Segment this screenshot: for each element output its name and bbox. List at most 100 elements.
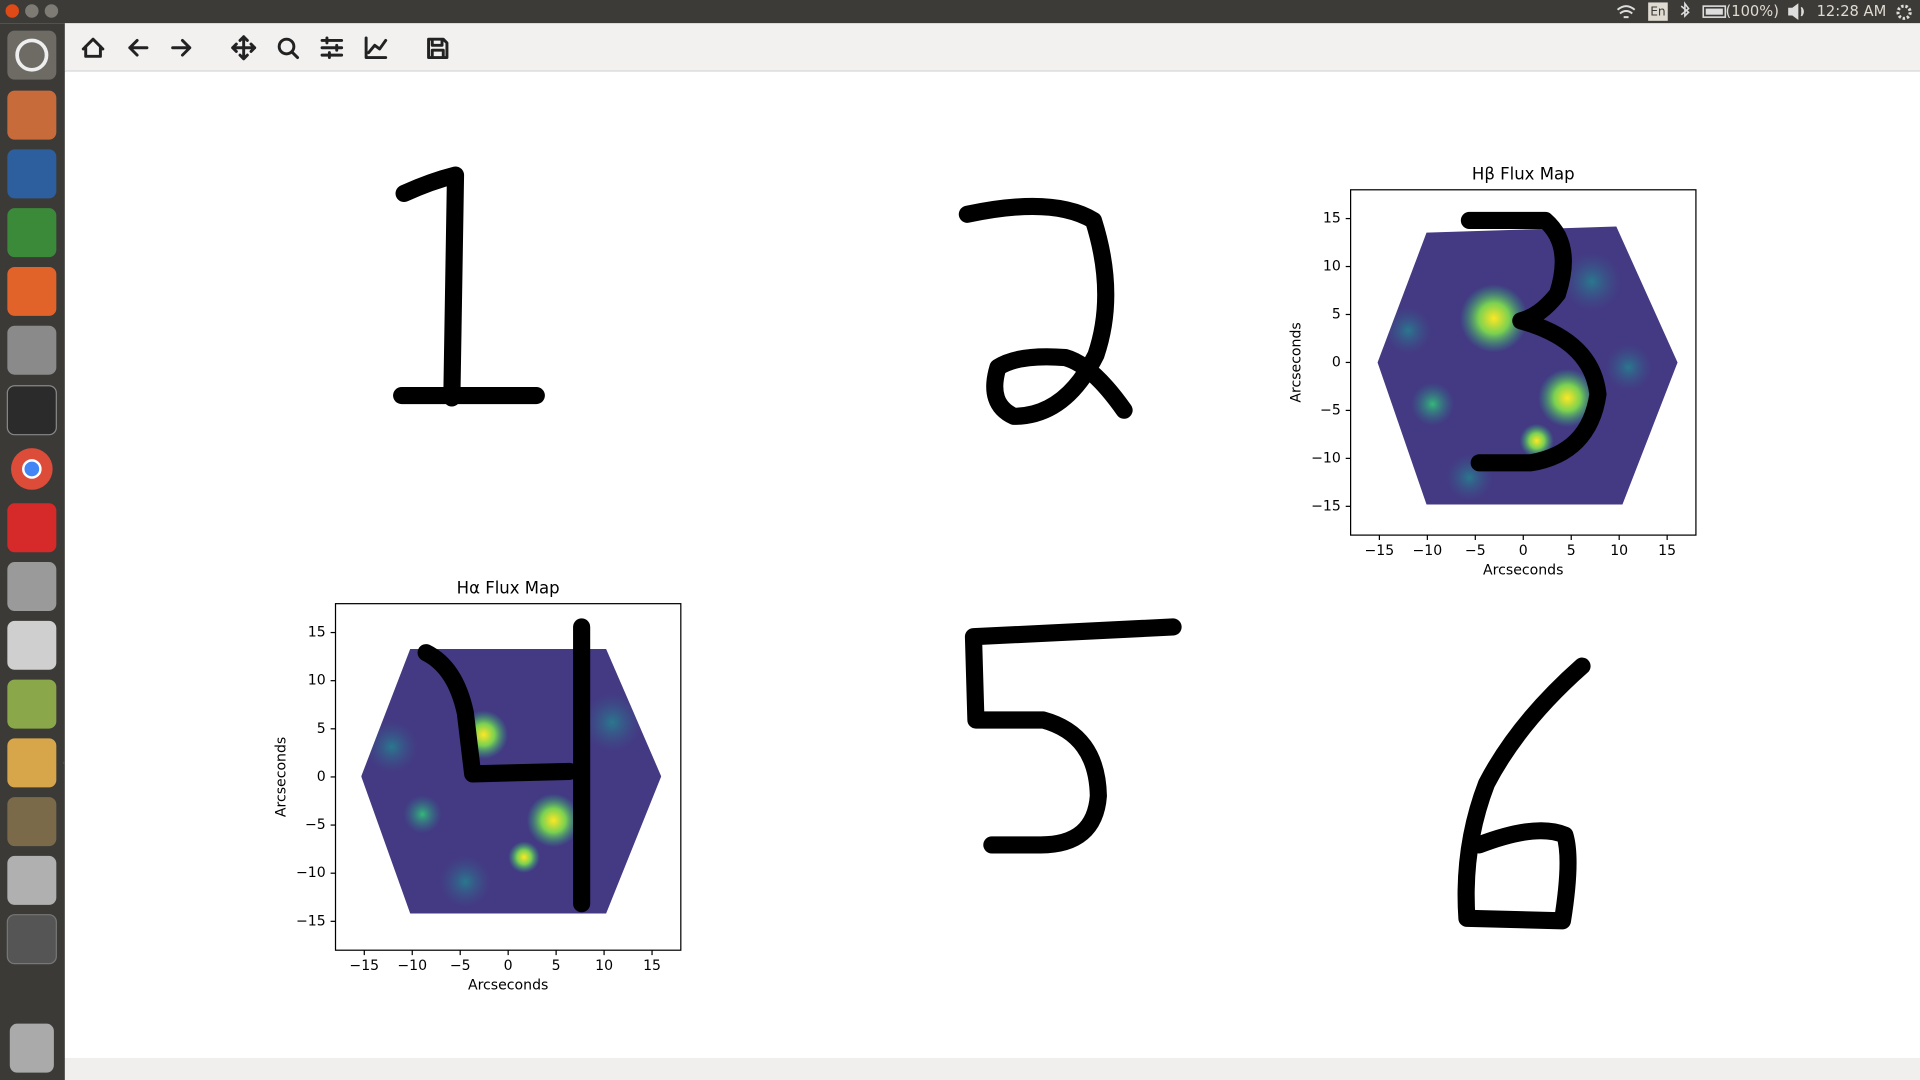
heatmap bbox=[361, 648, 662, 914]
home-button[interactable] bbox=[81, 37, 105, 58]
heatmap-blob bbox=[1604, 342, 1654, 392]
launcher-icon[interactable] bbox=[7, 679, 57, 729]
status-bar bbox=[64, 1057, 1920, 1080]
y-tick-label: −5 bbox=[305, 817, 326, 833]
clock[interactable]: 12:28 AM bbox=[1817, 3, 1887, 20]
launcher-icon[interactable] bbox=[7, 149, 57, 199]
y-axis-label: Arcseconds bbox=[274, 737, 290, 817]
y-tick-label: 5 bbox=[1332, 306, 1341, 322]
launcher-icon[interactable] bbox=[7, 620, 57, 670]
x-tick-label: 5 bbox=[552, 958, 561, 974]
handwritten-digit bbox=[393, 166, 545, 407]
launcher-icon[interactable] bbox=[6, 385, 57, 436]
launcher-icon[interactable] bbox=[7, 738, 57, 788]
y-tick-label: 0 bbox=[1332, 354, 1341, 370]
keyboard-indicator[interactable] bbox=[1648, 2, 1668, 21]
battery-level bbox=[1705, 8, 1723, 15]
x-axis-label: Arcseconds bbox=[468, 978, 548, 994]
x-tick-label: 15 bbox=[1658, 543, 1676, 559]
handwritten-digit bbox=[964, 618, 1182, 854]
close-button[interactable] bbox=[5, 4, 19, 18]
x-tick-label: −10 bbox=[397, 958, 427, 974]
heatmap-blob bbox=[1561, 251, 1623, 313]
x-tick-label: 5 bbox=[1567, 543, 1576, 559]
handwritten-digit bbox=[958, 197, 1133, 425]
launcher-icon[interactable] bbox=[7, 30, 57, 80]
launcher-icon[interactable] bbox=[7, 266, 57, 316]
handwritten-digit bbox=[1460, 211, 1607, 472]
y-tick-label: 10 bbox=[308, 673, 326, 689]
y-tick-label: −15 bbox=[1311, 498, 1341, 514]
heatmap-blob bbox=[1410, 382, 1455, 427]
x-axis-label: Arcseconds bbox=[1483, 563, 1563, 579]
heatmap-blob bbox=[1383, 306, 1433, 356]
zoom-lens bbox=[277, 37, 296, 56]
pan-button[interactable] bbox=[231, 35, 257, 61]
x-tick-label: −5 bbox=[450, 958, 471, 974]
zoom-button[interactable] bbox=[291, 51, 300, 60]
settings-icon[interactable] bbox=[1896, 4, 1912, 20]
figure-canvas bbox=[64, 72, 1920, 1058]
maximize-button[interactable] bbox=[44, 4, 59, 18]
launcher-icon[interactable] bbox=[7, 797, 57, 847]
launcher-icon[interactable] bbox=[7, 325, 57, 375]
heatmap-blob bbox=[402, 794, 443, 834]
back-button[interactable] bbox=[128, 38, 149, 57]
heatmap-blob bbox=[581, 691, 643, 754]
minimize-button[interactable] bbox=[25, 4, 39, 18]
trash-icon[interactable] bbox=[9, 1023, 54, 1073]
x-tick-label: 0 bbox=[504, 958, 513, 974]
heatmap-blob bbox=[508, 841, 540, 874]
y-tick-label: 5 bbox=[317, 721, 326, 737]
x-tick-label: 10 bbox=[1610, 543, 1628, 559]
battery-icon[interactable] bbox=[1702, 5, 1727, 18]
launcher-icon[interactable] bbox=[7, 208, 57, 258]
keyboard-text: En bbox=[1650, 5, 1665, 19]
y-tick-label: 15 bbox=[308, 625, 326, 641]
heatmap-blob bbox=[1537, 368, 1597, 428]
heatmap-blob bbox=[1459, 284, 1529, 353]
toolbar bbox=[64, 23, 1920, 72]
volume-icon[interactable] bbox=[1788, 3, 1804, 20]
x-tick-label: −5 bbox=[1465, 543, 1486, 559]
launcher-icon[interactable] bbox=[7, 503, 57, 553]
launcher-icon[interactable] bbox=[7, 90, 57, 140]
wifi-icon[interactable] bbox=[1616, 5, 1636, 19]
launcher-icons bbox=[6, 30, 57, 1073]
y-tick-label: 15 bbox=[1323, 211, 1341, 227]
y-tick-label: 0 bbox=[317, 769, 326, 785]
heatmap-blob bbox=[1519, 423, 1554, 458]
launcher-icon[interactable] bbox=[6, 914, 57, 965]
configure-button[interactable] bbox=[320, 36, 344, 60]
y-tick-label: −5 bbox=[1320, 402, 1341, 418]
plot-title: Hβ Flux Map bbox=[1472, 165, 1575, 184]
handwritten-digit bbox=[1457, 657, 1591, 930]
x-tick-label: 0 bbox=[1519, 543, 1528, 559]
heatmap-blob bbox=[438, 854, 493, 909]
x-tick-label: −15 bbox=[349, 958, 379, 974]
forward-button[interactable] bbox=[171, 38, 192, 57]
launcher-icon[interactable] bbox=[7, 562, 57, 612]
plot-title: Hα Flux Map bbox=[457, 578, 560, 597]
y-tick-label: 10 bbox=[1323, 259, 1341, 275]
axes-button[interactable] bbox=[364, 36, 388, 60]
x-tick-label: 15 bbox=[643, 958, 661, 974]
top-bar bbox=[0, 0, 1920, 24]
launcher-icon[interactable] bbox=[7, 855, 57, 905]
x-tick-label: 10 bbox=[595, 958, 613, 974]
y-tick-label: −15 bbox=[296, 913, 326, 929]
battery-text: (100%) bbox=[1726, 3, 1779, 20]
plots: Hβ Flux Map Arcseconds Arcseconds −15 −10 −5 0… bbox=[274, 165, 1697, 994]
heatmap-blob bbox=[526, 793, 581, 848]
bluetooth-icon[interactable] bbox=[1680, 1, 1690, 18]
handwritten-digit bbox=[417, 618, 591, 913]
y-tick-label: −10 bbox=[1311, 450, 1341, 466]
save-button[interactable] bbox=[427, 37, 449, 60]
y-tick-label: −10 bbox=[296, 865, 326, 881]
heatmap-blob bbox=[364, 720, 419, 774]
y-axis-label: Arcseconds bbox=[1289, 322, 1305, 402]
x-tick-label: −10 bbox=[1412, 543, 1442, 559]
ubuntu-logo bbox=[15, 38, 49, 72]
